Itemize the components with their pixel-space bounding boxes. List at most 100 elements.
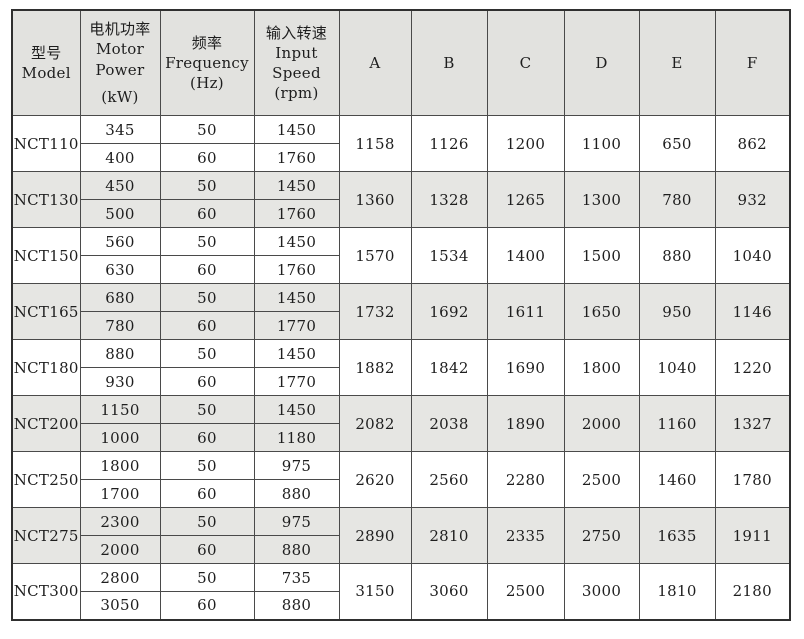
- model-cell: NCT200: [11, 395, 81, 452]
- frequency-cell: 60: [159, 591, 255, 620]
- frequency-cell: 60: [159, 367, 255, 396]
- power-cell: 1800: [79, 451, 161, 480]
- dim-e-cell: 780: [638, 171, 716, 228]
- dim-b-cell: 2038: [410, 395, 488, 452]
- dim-c-cell: 1690: [486, 339, 565, 396]
- speed-cell: 1450: [253, 115, 340, 144]
- dim-d-cell: 2000: [563, 395, 640, 452]
- frequency-cell: 50: [159, 395, 255, 424]
- model-cell: NCT130: [11, 171, 81, 228]
- dim-b-cell: 2810: [410, 507, 488, 564]
- speed-cell: 975: [253, 451, 340, 480]
- speed-cell: 1450: [253, 283, 340, 312]
- dim-d-cell: 3000: [563, 563, 640, 620]
- frequency-cell: 50: [159, 339, 255, 368]
- frequency-cell: 50: [159, 451, 255, 480]
- power-cell: 880: [79, 339, 161, 368]
- dim-a-cell: 2082: [338, 395, 412, 452]
- power-cell: 2300: [79, 507, 161, 536]
- header-input-speed: 输入转速 Input Speed (rpm): [253, 9, 340, 116]
- power-cell: 560: [79, 227, 161, 256]
- dim-e-cell: 1460: [638, 451, 716, 508]
- header-dim-c: C: [486, 9, 565, 116]
- speed-cell: 880: [253, 535, 340, 564]
- header-model-label: 型号 Model: [21, 43, 71, 82]
- power-cell: 680: [79, 283, 161, 312]
- dim-a-cell: 1882: [338, 339, 412, 396]
- dim-f-cell: 1780: [714, 451, 791, 508]
- frequency-cell: 60: [159, 255, 255, 284]
- table-row: 780 60 1770: [12, 311, 790, 340]
- header-motor-power-unit: (kW): [101, 87, 139, 106]
- dim-e-cell: 1635: [638, 507, 716, 564]
- table-row: NCT130 450 50 1450 1360 1328 1265 1300 7…: [11, 171, 791, 228]
- table-row: NCT110 345 50 1450 1158 1126 1200 1100 6…: [11, 115, 791, 172]
- table-row: 930 60 1770: [12, 367, 790, 396]
- speed-cell: 1770: [253, 367, 340, 396]
- power-cell: 780: [79, 311, 161, 340]
- power-cell: 345: [79, 115, 161, 144]
- model-cell: NCT300: [11, 563, 81, 620]
- dim-f-cell: 932: [714, 171, 791, 228]
- power-cell: 1150: [79, 395, 161, 424]
- table-row: NCT150 560 50 1450 1570 1534 1400 1500 8…: [11, 227, 791, 284]
- frequency-cell: 60: [159, 535, 255, 564]
- header-motor-power: 电机功率 Motor Power (kW): [79, 9, 161, 116]
- table-row: NCT300 2800 50 735 3150 3060 2500 3000 1…: [11, 563, 791, 620]
- dim-c-cell: 1400: [486, 227, 565, 284]
- power-cell: 630: [79, 255, 161, 284]
- table-row: 3050 60 880: [12, 591, 790, 620]
- power-cell: 1700: [79, 479, 161, 508]
- frequency-cell: 50: [159, 171, 255, 200]
- header-dim-a: A: [338, 9, 412, 116]
- speed-cell: 1450: [253, 339, 340, 368]
- dim-d-cell: 2750: [563, 507, 640, 564]
- motor-spec-table: 型号 Model 电机功率 Motor Power (kW) 频率 Freque…: [11, 9, 791, 621]
- dim-f-cell: 1911: [714, 507, 791, 564]
- table-row: 630 60 1760: [12, 255, 790, 284]
- dim-f-cell: 862: [714, 115, 791, 172]
- speed-cell: 880: [253, 591, 340, 620]
- dim-d-cell: 1300: [563, 171, 640, 228]
- frequency-cell: 60: [159, 479, 255, 508]
- table-row: 400 60 1760: [12, 143, 790, 172]
- dim-f-cell: 2180: [714, 563, 791, 620]
- dim-a-cell: 3150: [338, 563, 412, 620]
- power-cell: 2000: [79, 535, 161, 564]
- power-cell: 2800: [79, 563, 161, 592]
- dim-f-cell: 1327: [714, 395, 791, 452]
- table-row: NCT250 1800 50 975 2620 2560 2280 2500 1…: [11, 451, 791, 508]
- dim-b-cell: 1126: [410, 115, 488, 172]
- dim-b-cell: 3060: [410, 563, 488, 620]
- model-cell: NCT275: [11, 507, 81, 564]
- speed-cell: 975: [253, 507, 340, 536]
- dim-a-cell: 1360: [338, 171, 412, 228]
- dim-c-cell: 1265: [486, 171, 565, 228]
- dim-d-cell: 2500: [563, 451, 640, 508]
- dim-a-cell: 2890: [338, 507, 412, 564]
- speed-cell: 1180: [253, 423, 340, 452]
- dim-a-cell: 1732: [338, 283, 412, 340]
- speed-cell: 1760: [253, 199, 340, 228]
- model-cell: NCT165: [11, 283, 81, 340]
- dim-d-cell: 1100: [563, 115, 640, 172]
- model-cell: NCT110: [11, 115, 81, 172]
- dim-d-cell: 1500: [563, 227, 640, 284]
- dim-a-cell: 1158: [338, 115, 412, 172]
- frequency-cell: 50: [159, 115, 255, 144]
- dim-a-cell: 2620: [338, 451, 412, 508]
- dim-e-cell: 950: [638, 283, 716, 340]
- frequency-cell: 60: [159, 143, 255, 172]
- header-row: 型号 Model 电机功率 Motor Power (kW) 频率 Freque…: [11, 9, 791, 116]
- dim-e-cell: 1040: [638, 339, 716, 396]
- speed-cell: 1450: [253, 171, 340, 200]
- header-input-speed-label: 输入转速 Input Speed (rpm): [265, 23, 328, 103]
- dim-c-cell: 1611: [486, 283, 565, 340]
- dim-b-cell: 1842: [410, 339, 488, 396]
- speed-cell: 735: [253, 563, 340, 592]
- header-dim-e: E: [638, 9, 716, 116]
- dim-e-cell: 880: [638, 227, 716, 284]
- header-model: 型号 Model: [11, 9, 81, 116]
- power-cell: 400: [79, 143, 161, 172]
